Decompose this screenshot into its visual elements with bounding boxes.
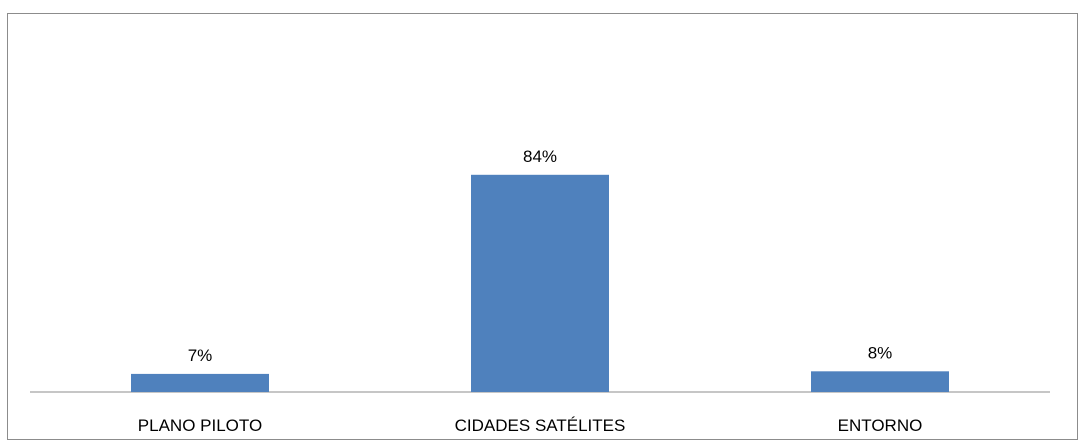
category-label-cidades-satelites: CIDADES SATÉLITES xyxy=(455,416,626,435)
bar-entorno xyxy=(811,371,949,392)
bars-group xyxy=(131,174,949,392)
category-labels-group: PLANO PILOTO CIDADES SATÉLITES ENTORNO xyxy=(138,416,923,435)
value-label-plano-piloto: 7% xyxy=(188,346,213,365)
value-labels-group: 7% 84% 8% xyxy=(188,147,893,365)
value-label-entorno: 8% xyxy=(868,343,893,362)
bar-cidades-satelites xyxy=(471,174,609,392)
category-label-entorno: ENTORNO xyxy=(838,416,923,435)
category-label-plano-piloto: PLANO PILOTO xyxy=(138,416,262,435)
bar-plano-piloto xyxy=(131,373,269,392)
value-label-cidades-satelites: 84% xyxy=(523,147,557,166)
